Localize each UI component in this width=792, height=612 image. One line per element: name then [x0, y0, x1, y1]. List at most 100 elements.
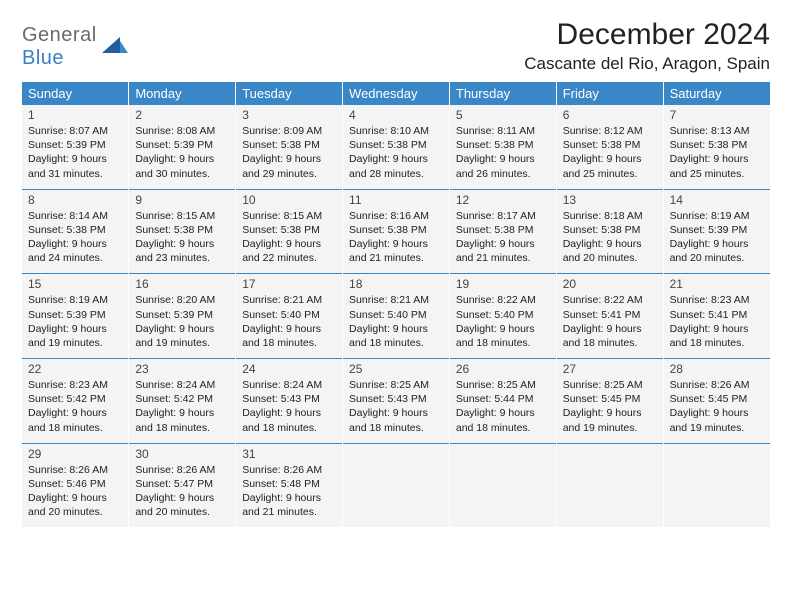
day-info: Sunrise: 8:13 AMSunset: 5:38 PMDaylight:… [670, 124, 764, 181]
day-d1: Daylight: 9 hours [28, 322, 122, 336]
day-number: 9 [135, 193, 229, 207]
day-d1: Daylight: 9 hours [135, 406, 229, 420]
day-info: Sunrise: 8:15 AMSunset: 5:38 PMDaylight:… [242, 209, 336, 266]
empty-cell [556, 444, 663, 528]
day-d2: and 18 minutes. [349, 421, 443, 435]
day-d2: and 22 minutes. [242, 251, 336, 265]
calendar-table: SundayMondayTuesdayWednesdayThursdayFrid… [22, 82, 770, 527]
day-d1: Daylight: 9 hours [456, 322, 550, 336]
day-sr: Sunrise: 8:24 AM [135, 378, 229, 392]
day-info: Sunrise: 8:26 AMSunset: 5:45 PMDaylight:… [670, 378, 764, 435]
day-info: Sunrise: 8:26 AMSunset: 5:47 PMDaylight:… [135, 463, 229, 520]
day-number: 3 [242, 108, 336, 122]
weekday-header: Sunday [22, 82, 129, 105]
day-info: Sunrise: 8:18 AMSunset: 5:38 PMDaylight:… [563, 209, 657, 266]
day-number: 23 [135, 362, 229, 376]
day-cell: 23 Sunrise: 8:24 AMSunset: 5:42 PMDayligh… [129, 359, 236, 443]
day-sr: Sunrise: 8:11 AM [456, 124, 550, 138]
day-info: Sunrise: 8:08 AMSunset: 5:39 PMDaylight:… [135, 124, 229, 181]
day-ss: Sunset: 5:39 PM [28, 308, 122, 322]
day-d1: Daylight: 9 hours [135, 491, 229, 505]
day-d1: Daylight: 9 hours [563, 406, 657, 420]
day-ss: Sunset: 5:38 PM [349, 138, 443, 152]
day-ss: Sunset: 5:38 PM [670, 138, 764, 152]
day-d2: and 19 minutes. [563, 421, 657, 435]
day-ss: Sunset: 5:38 PM [456, 223, 550, 237]
weekday-header: Monday [129, 82, 236, 105]
day-ss: Sunset: 5:39 PM [135, 308, 229, 322]
day-number: 17 [242, 277, 336, 291]
day-ss: Sunset: 5:45 PM [670, 392, 764, 406]
day-sr: Sunrise: 8:22 AM [456, 293, 550, 307]
day-sr: Sunrise: 8:20 AM [135, 293, 229, 307]
day-cell: 19Sunrise: 8:22 AMSunset: 5:40 PMDayligh… [449, 274, 556, 358]
day-number: 11 [349, 193, 443, 207]
day-ss: Sunset: 5:38 PM [135, 223, 229, 237]
weekday-header: Tuesday [236, 82, 343, 105]
day-cell: 25Sunrise: 8:25 AMSunset: 5:43 PMDayligh… [343, 359, 450, 443]
page-header: General Blue December 2024 Cascante del … [22, 18, 770, 74]
day-d2: and 18 minutes. [135, 421, 229, 435]
day-info: Sunrise: 8:25 AMSunset: 5:44 PMDaylight:… [456, 378, 550, 435]
day-d1: Daylight: 9 hours [349, 152, 443, 166]
day-sr: Sunrise: 8:22 AM [563, 293, 657, 307]
day-number: 5 [456, 108, 550, 122]
day-d2: and 31 minutes. [28, 167, 122, 181]
empty-cell [449, 444, 556, 528]
day-ss: Sunset: 5:42 PM [28, 392, 122, 406]
day-ss: Sunset: 5:41 PM [670, 308, 764, 322]
day-info: Sunrise: 8:14 AMSunset: 5:38 PMDaylight:… [28, 209, 122, 266]
day-d2: and 19 minutes. [135, 336, 229, 350]
day-d2: and 20 minutes. [135, 505, 229, 519]
day-sr: Sunrise: 8:19 AM [28, 293, 122, 307]
day-d2: and 23 minutes. [135, 251, 229, 265]
day-ss: Sunset: 5:38 PM [28, 223, 122, 237]
day-d2: and 18 minutes. [456, 336, 550, 350]
day-number: 28 [670, 362, 764, 376]
day-number: 24 [242, 362, 336, 376]
day-number: 21 [670, 277, 764, 291]
day-ss: Sunset: 5:42 PM [135, 392, 229, 406]
day-cell: 8Sunrise: 8:14 AMSunset: 5:38 PMDaylight… [22, 190, 129, 274]
day-number: 10 [242, 193, 336, 207]
day-number: 18 [349, 277, 443, 291]
day-info: Sunrise: 8:21 AMSunset: 5:40 PMDaylight:… [242, 293, 336, 350]
day-ss: Sunset: 5:43 PM [349, 392, 443, 406]
day-cell: 6Sunrise: 8:12 AMSunset: 5:38 PMDaylight… [556, 105, 663, 189]
day-info: Sunrise: 8:12 AMSunset: 5:38 PMDaylight:… [563, 124, 657, 181]
day-d2: and 19 minutes. [28, 336, 122, 350]
day-info: Sunrise: 8:22 AMSunset: 5:41 PMDaylight:… [563, 293, 657, 350]
day-ss: Sunset: 5:38 PM [563, 138, 657, 152]
weekday-header: Saturday [663, 82, 770, 105]
week-row: 1Sunrise: 8:07 AMSunset: 5:39 PMDaylight… [22, 105, 770, 189]
day-info: Sunrise: 8:10 AMSunset: 5:38 PMDaylight:… [349, 124, 443, 181]
day-d1: Daylight: 9 hours [563, 322, 657, 336]
day-cell: 29Sunrise: 8:26 AMSunset: 5:46 PMDayligh… [22, 444, 129, 528]
day-d1: Daylight: 9 hours [28, 237, 122, 251]
day-number: 27 [563, 362, 657, 376]
day-ss: Sunset: 5:46 PM [28, 477, 122, 491]
day-d1: Daylight: 9 hours [28, 152, 122, 166]
day-d2: and 18 minutes. [349, 336, 443, 350]
day-sr: Sunrise: 8:25 AM [563, 378, 657, 392]
day-d1: Daylight: 9 hours [349, 237, 443, 251]
day-ss: Sunset: 5:44 PM [456, 392, 550, 406]
day-d2: and 25 minutes. [563, 167, 657, 181]
day-d2: and 18 minutes. [28, 421, 122, 435]
calendar-page: General Blue December 2024 Cascante del … [0, 0, 792, 545]
day-sr: Sunrise: 8:10 AM [349, 124, 443, 138]
day-number: 22 [28, 362, 122, 376]
day-ss: Sunset: 5:39 PM [28, 138, 122, 152]
day-cell: 18Sunrise: 8:21 AMSunset: 5:40 PMDayligh… [343, 274, 450, 358]
day-sr: Sunrise: 8:23 AM [28, 378, 122, 392]
day-sr: Sunrise: 8:25 AM [349, 378, 443, 392]
day-d2: and 18 minutes. [670, 336, 764, 350]
day-sr: Sunrise: 8:25 AM [456, 378, 550, 392]
day-ss: Sunset: 5:43 PM [242, 392, 336, 406]
day-ss: Sunset: 5:39 PM [670, 223, 764, 237]
empty-cell [343, 444, 450, 528]
day-cell: 22Sunrise: 8:23 AMSunset: 5:42 PMDayligh… [22, 359, 129, 443]
month-title: December 2024 [524, 18, 770, 52]
weekday-header: Friday [556, 82, 663, 105]
day-ss: Sunset: 5:38 PM [563, 223, 657, 237]
